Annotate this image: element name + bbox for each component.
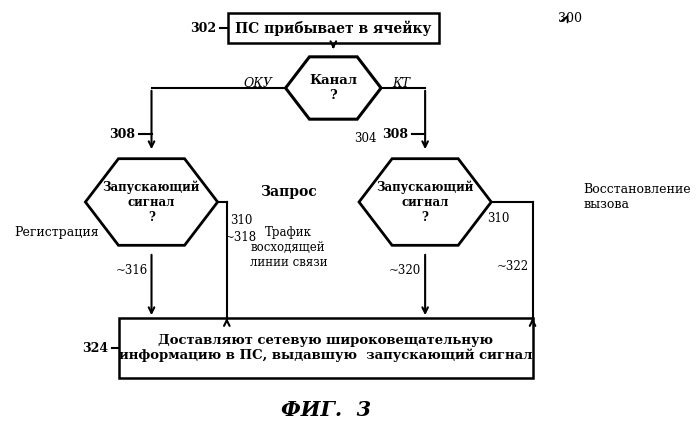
Text: ОКУ: ОКУ	[244, 77, 272, 89]
Text: Запускающий
сигнал
?: Запускающий сигнал ?	[377, 180, 474, 224]
Polygon shape	[359, 159, 491, 245]
Text: ~318: ~318	[225, 231, 257, 244]
Text: 310: 310	[230, 214, 253, 226]
Polygon shape	[286, 57, 381, 119]
Text: 310: 310	[486, 212, 509, 225]
Text: КТ: КТ	[392, 77, 410, 89]
Text: 302: 302	[190, 21, 217, 35]
Text: 300: 300	[559, 12, 582, 24]
Text: Восстановление
вызова: Восстановление вызова	[583, 183, 691, 211]
Text: ~322: ~322	[497, 261, 529, 273]
Text: Запускающий
сигнал
?: Запускающий сигнал ?	[103, 180, 200, 224]
Polygon shape	[85, 159, 218, 245]
Text: ПС прибывает в ячейку: ПС прибывает в ячейку	[235, 20, 431, 36]
Text: Канал
?: Канал ?	[309, 74, 357, 102]
FancyBboxPatch shape	[120, 318, 533, 378]
Text: Регистрация: Регистрация	[15, 226, 99, 238]
Text: Запрос: Запрос	[260, 185, 316, 199]
Text: ФИГ.  3: ФИГ. 3	[281, 400, 371, 420]
Text: ~316: ~316	[116, 264, 148, 276]
Text: Доставляют сетевую широковещательную
информацию в ПС, выдавшую  запускающий сигн: Доставляют сетевую широковещательную инф…	[119, 334, 533, 362]
Text: 308: 308	[109, 128, 135, 140]
Text: 324: 324	[82, 342, 108, 354]
Text: 308: 308	[383, 128, 409, 140]
FancyBboxPatch shape	[228, 13, 439, 43]
Text: ~320: ~320	[389, 264, 421, 276]
Text: 304: 304	[354, 132, 377, 145]
Text: Трафик
восходящей
линии связи: Трафик восходящей линии связи	[249, 226, 327, 268]
